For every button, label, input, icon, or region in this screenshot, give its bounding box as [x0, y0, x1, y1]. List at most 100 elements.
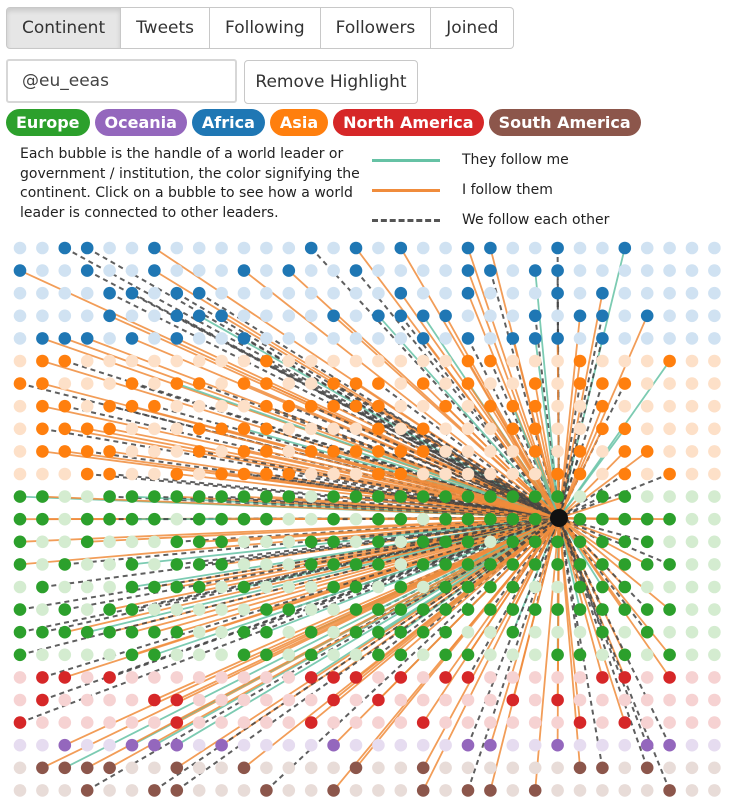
bubble-connected[interactable]	[170, 377, 184, 390]
bubble-connected[interactable]	[80, 512, 94, 526]
bubble[interactable]	[506, 377, 520, 390]
bubble[interactable]	[192, 332, 206, 345]
bubble-connected[interactable]	[618, 490, 632, 503]
bubble-connected[interactable]	[528, 603, 542, 616]
bubble-connected[interactable]	[596, 671, 609, 684]
bubble[interactable]	[618, 286, 632, 300]
bubble-connected[interactable]	[304, 648, 318, 662]
bubble[interactable]	[58, 512, 72, 526]
bubble-connected[interactable]	[170, 625, 184, 639]
bubble-connected[interactable]	[148, 648, 161, 662]
bubble[interactable]	[215, 332, 228, 345]
bubble[interactable]	[394, 693, 408, 707]
bubble[interactable]	[36, 558, 49, 571]
bubble[interactable]	[685, 309, 699, 323]
bubble[interactable]	[282, 512, 296, 526]
bubble-connected[interactable]	[394, 625, 408, 639]
bubble[interactable]	[215, 693, 228, 707]
bubble[interactable]	[685, 286, 699, 300]
bubble[interactable]	[125, 264, 139, 277]
bubble[interactable]	[685, 377, 699, 390]
bubble-connected[interactable]	[573, 535, 587, 549]
bubble[interactable]	[640, 648, 654, 662]
bubble[interactable]	[528, 648, 542, 662]
bubble[interactable]	[573, 784, 587, 797]
bubble-connected[interactable]	[394, 648, 408, 662]
bubble-connected[interactable]	[103, 512, 116, 526]
bubble-connected[interactable]	[461, 354, 475, 368]
bubble-connected[interactable]	[125, 738, 139, 752]
bubble[interactable]	[192, 693, 206, 707]
bubble-connected[interactable]	[215, 535, 228, 549]
bubble-connected[interactable]	[461, 671, 475, 684]
pill-south-america[interactable]: South America	[488, 109, 641, 136]
bubble-connected[interactable]	[394, 603, 408, 616]
bubble[interactable]	[416, 512, 430, 526]
bubble-connected[interactable]	[215, 512, 228, 526]
bubble[interactable]	[237, 738, 251, 752]
bubble[interactable]	[439, 286, 452, 300]
bubble-connected[interactable]	[528, 535, 542, 549]
bubble-connected[interactable]	[372, 648, 385, 662]
bubble-connected[interactable]	[192, 286, 206, 300]
bubble[interactable]	[663, 309, 676, 323]
bubble[interactable]	[685, 264, 699, 277]
bubble-connected[interactable]	[58, 625, 72, 639]
bubble[interactable]	[215, 784, 228, 797]
bubble-connected[interactable]	[349, 241, 363, 255]
bubble[interactable]	[708, 377, 721, 390]
bubble-connected[interactable]	[663, 784, 676, 797]
bubble-connected[interactable]	[260, 422, 273, 436]
bubble-connected[interactable]	[304, 399, 318, 413]
bubble-connected[interactable]	[260, 377, 273, 390]
bubble-connected[interactable]	[170, 738, 184, 752]
selected-bubble[interactable]	[550, 509, 568, 527]
bubble-connected[interactable]	[304, 558, 318, 571]
bubble-connected[interactable]	[349, 377, 363, 390]
bubble[interactable]	[327, 648, 340, 662]
bubble-connected[interactable]	[618, 716, 632, 729]
bubble[interactable]	[394, 535, 408, 549]
bubble-connected[interactable]	[36, 693, 49, 707]
bubble[interactable]	[439, 761, 452, 775]
bubble-connected[interactable]	[125, 603, 139, 616]
bubble[interactable]	[416, 693, 430, 707]
bubble-connected[interactable]	[551, 241, 564, 255]
bubble-connected[interactable]	[663, 467, 676, 481]
bubble-connected[interactable]	[58, 558, 72, 571]
bubble[interactable]	[237, 535, 251, 549]
bubble[interactable]	[461, 399, 475, 413]
bubble[interactable]	[640, 286, 654, 300]
bubble-connected[interactable]	[103, 625, 116, 639]
bubble[interactable]	[640, 354, 654, 368]
bubble[interactable]	[36, 286, 49, 300]
bubble-connected[interactable]	[596, 558, 609, 571]
bubble[interactable]	[618, 738, 632, 752]
bubble[interactable]	[618, 332, 632, 345]
bubble[interactable]	[708, 761, 721, 775]
bubble-connected[interactable]	[80, 625, 94, 639]
bubble-connected[interactable]	[506, 332, 520, 345]
bubble-connected[interactable]	[103, 603, 116, 616]
bubble[interactable]	[125, 241, 139, 255]
bubble-connected[interactable]	[237, 377, 251, 390]
bubble-connected[interactable]	[573, 309, 587, 323]
bubble-connected[interactable]	[125, 625, 139, 639]
bubble-connected[interactable]	[439, 535, 452, 549]
bubble-connected[interactable]	[148, 241, 161, 255]
bubble[interactable]	[640, 377, 654, 390]
bubble[interactable]	[282, 784, 296, 797]
bubble-connected[interactable]	[282, 399, 296, 413]
bubble[interactable]	[80, 399, 94, 413]
bubble[interactable]	[192, 264, 206, 277]
bubble[interactable]	[125, 354, 139, 368]
bubble-connected[interactable]	[394, 671, 408, 684]
bubble[interactable]	[237, 716, 251, 729]
bubble-connected[interactable]	[573, 512, 587, 526]
bubble-connected[interactable]	[461, 286, 475, 300]
bubble[interactable]	[349, 286, 363, 300]
bubble[interactable]	[304, 603, 318, 616]
bubble[interactable]	[260, 580, 273, 594]
bubble[interactable]	[685, 761, 699, 775]
bubble-connected[interactable]	[237, 467, 251, 481]
